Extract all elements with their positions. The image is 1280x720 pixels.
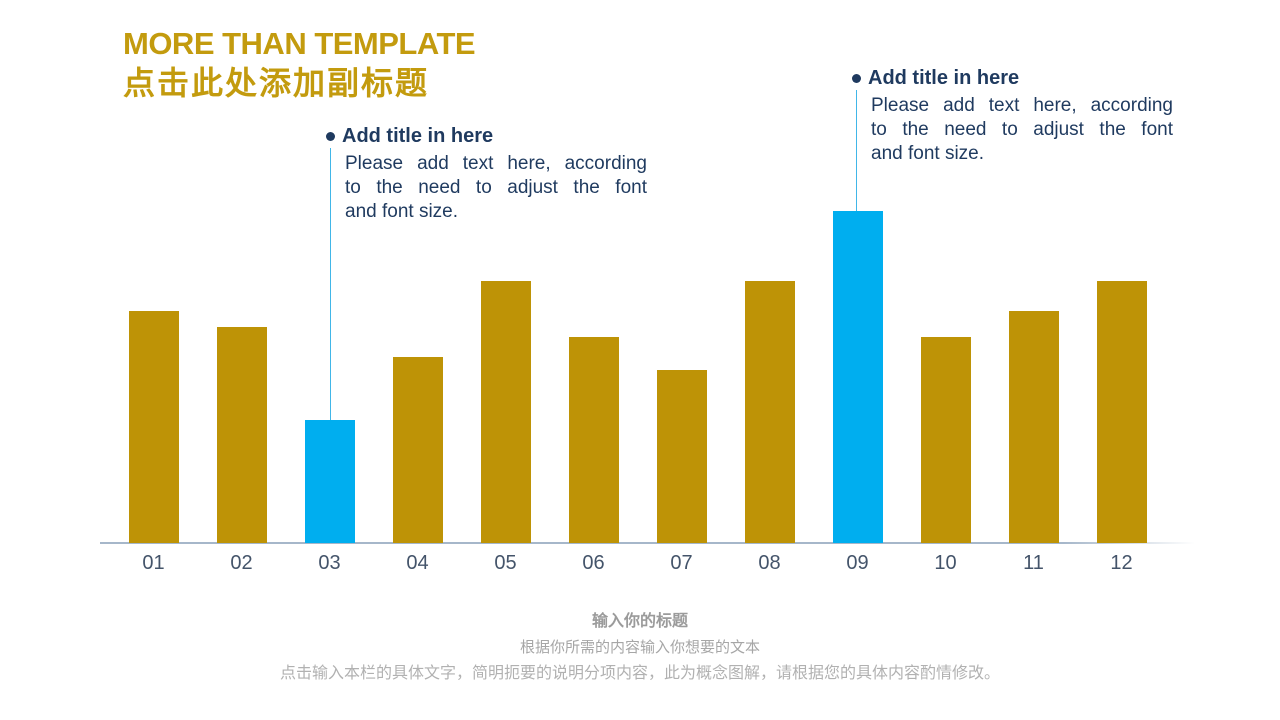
callout-1-title: Add title in here — [342, 125, 494, 147]
chart-bar-08 — [744, 281, 795, 543]
chart-bar-12 — [1096, 281, 1147, 543]
x-axis-label-07: 07 — [670, 552, 693, 574]
callout-2-body-line: Please add text here, according — [871, 95, 1173, 116]
chart-bar-03 — [304, 420, 355, 543]
callout-1: Add title in here Please add text here, … — [326, 124, 648, 224]
callout-1-body-line: and font size. — [345, 201, 459, 222]
x-axis-line — [100, 542, 1195, 544]
x-axis-label-08: 08 — [758, 552, 781, 574]
page-subtitle: 点击此处添加副标题 — [123, 65, 430, 101]
callout-2-body-line: to the need to adjust the font — [871, 119, 1173, 140]
chart-bar-06 — [568, 337, 619, 543]
x-axis-label-02: 02 — [230, 552, 253, 574]
x-axis-label-11: 11 — [1023, 552, 1044, 574]
x-axis-label-05: 05 — [494, 552, 517, 574]
callout-2: Add title in here Please add text here, … — [852, 66, 1178, 166]
chart-bar-09 — [832, 211, 883, 543]
callout-2-title-row: Add title in here — [852, 66, 1178, 90]
callout-1-body-line: to the need to adjust the font — [345, 177, 647, 198]
x-axis-label-09: 09 — [846, 552, 869, 574]
chart-bar-07 — [656, 370, 707, 543]
x-axis-label-04: 04 — [406, 552, 429, 574]
callout-1-body: Please add text here, according to the n… — [345, 152, 647, 224]
x-axis-label-10: 10 — [934, 552, 957, 574]
chart-bar-10 — [920, 337, 971, 543]
callout-2-body-line: and font size. — [871, 143, 985, 164]
callout-1-title-row: Add title in here — [326, 124, 648, 148]
bullet-icon — [326, 131, 335, 141]
chart-bar-01 — [128, 311, 179, 543]
x-axis-label-01: 01 — [142, 552, 165, 574]
footer-text: 根据你所需的内容输入你想要的文本 — [519, 639, 760, 656]
page-title: MORE THAN TEMPLATE — [123, 26, 476, 61]
callout-1-body-line: Please add text here, according — [345, 153, 647, 174]
chart-bar-05 — [480, 281, 531, 543]
chart-bar-02 — [216, 327, 267, 543]
callout-connector-line-1 — [330, 148, 331, 420]
x-axis-label-03: 03 — [318, 552, 341, 574]
callout-connector-line-2 — [856, 90, 857, 211]
x-axis-label-12: 12 — [1110, 552, 1133, 574]
callout-2-title: Add title in here — [868, 67, 1020, 89]
chart-bar-04 — [392, 357, 443, 543]
x-axis-label-06: 06 — [582, 552, 605, 574]
callout-2-body: Please add text here, according to the n… — [871, 94, 1173, 166]
bullet-icon — [852, 73, 861, 83]
footer-note: 点击输入本栏的具体文字，简明扼要的说明分项内容，此为概念图解，请根据您的具体内容… — [279, 665, 1000, 682]
chart-bar-11 — [1008, 311, 1059, 543]
footer-title: 输入你的标题 — [591, 613, 688, 630]
